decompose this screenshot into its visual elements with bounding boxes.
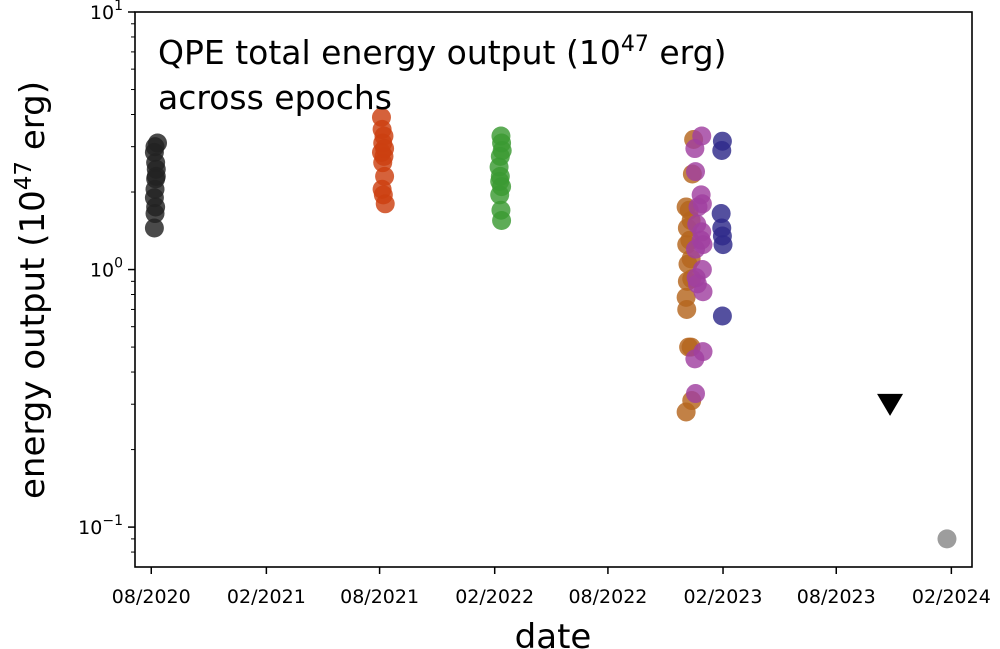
x-tick-label: 02/2021 (227, 586, 306, 608)
y-tick-label: 10−1 (78, 513, 123, 539)
x-tick-label: 02/2023 (684, 586, 763, 608)
data-point-series-5 (692, 126, 712, 146)
data-point-series-3 (491, 200, 511, 220)
data-point-series-1 (146, 166, 166, 186)
x-tick-label: 02/2022 (455, 586, 534, 608)
x-axis-ticks: 08/2020 02/2021 08/2021 02/2022 08/2022 02/20… (112, 567, 991, 608)
data-point-series-5 (686, 384, 706, 404)
data-point-series-5 (693, 342, 713, 362)
data-point-series-6 (712, 218, 732, 238)
y-axis-minor-ticks (131, 23, 135, 553)
data-point-series-6 (712, 131, 732, 151)
data-point-series-1 (148, 133, 168, 153)
y-axis-title: energy output (1047 erg) (11, 81, 53, 499)
data-point-series-3 (490, 171, 510, 191)
data-point-series-4 (676, 287, 696, 307)
x-tick-label: 08/2021 (340, 586, 419, 608)
data-point-series-6 (712, 306, 732, 326)
data-point-series-5 (686, 162, 706, 182)
chart-title-line-1: QPE total energy output (1047 erg) (158, 32, 726, 72)
data-point-series-5 (692, 260, 712, 280)
data-point-series-5 (692, 222, 712, 242)
y-axis-ticks: 10−1 100 101 (78, 0, 135, 539)
x-axis-title: date (515, 617, 592, 649)
chart-title-line-2: across epochs (158, 78, 392, 117)
plot-area (135, 12, 972, 567)
data-point-series-1 (144, 218, 164, 238)
data-point-series-5 (691, 185, 711, 205)
upper-limit-marker (877, 393, 904, 416)
data-point-series-3 (491, 126, 511, 146)
x-tick-label: 08/2022 (568, 586, 647, 608)
data-point-series-8 (937, 529, 957, 549)
data-point-series-2 (371, 107, 391, 127)
data-marks (144, 107, 957, 549)
x-tick-label: 08/2023 (797, 586, 876, 608)
y-tick-label: 101 (90, 0, 123, 24)
x-tick-label: 02/2024 (912, 586, 991, 608)
data-point-series-5 (693, 282, 713, 302)
y-tick-label: 100 (90, 256, 123, 282)
data-point-series-6 (711, 204, 731, 224)
x-tick-label: 08/2020 (112, 586, 191, 608)
plot-frame (134, 11, 973, 568)
